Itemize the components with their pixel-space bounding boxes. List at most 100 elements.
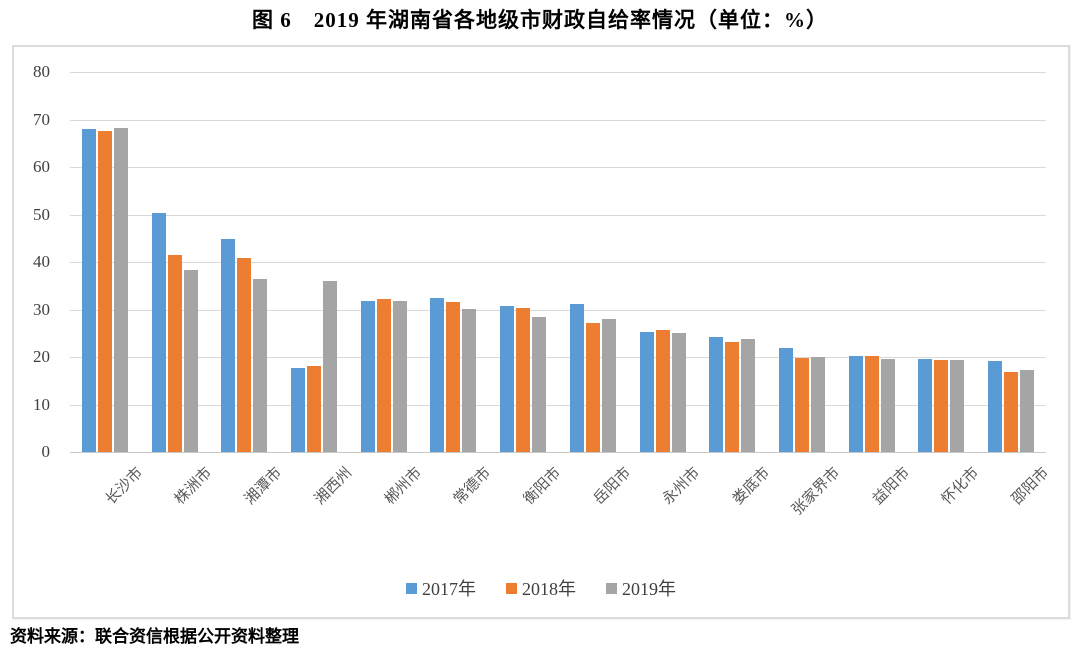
- bar: [655, 329, 670, 452]
- bar: [848, 356, 863, 452]
- bar: [569, 304, 584, 452]
- bar: [500, 306, 515, 452]
- bar: [601, 318, 616, 452]
- bar: [864, 356, 879, 452]
- bar: [253, 279, 268, 452]
- bar: [950, 360, 965, 452]
- bar: [880, 358, 895, 452]
- x-axis-category-label: 株洲市: [172, 464, 216, 508]
- x-axis-category-label: 益阳市: [869, 464, 913, 508]
- bar: [151, 213, 166, 452]
- y-axis-tick-label: 80: [33, 62, 50, 81]
- chart-frame: 2017年 2018年 2019年 0 10 20 30 40 50 60 70 80 长沙市 株洲市 湘…: [12, 45, 1070, 619]
- bar-group: [349, 72, 419, 452]
- bar: [237, 257, 252, 452]
- bar: [918, 358, 933, 452]
- bar: [306, 366, 321, 452]
- bar: [741, 338, 756, 452]
- x-axis-category-label: 衡阳市: [520, 464, 565, 508]
- x-axis-category-label: 娄底市: [730, 464, 774, 508]
- legend-item: 2018年: [506, 575, 576, 601]
- legend-swatch: [406, 582, 417, 594]
- x-axis-category-label: 湘西州: [311, 464, 355, 508]
- bar-group: [140, 72, 210, 452]
- bar: [376, 298, 391, 452]
- x-axis-category-label: 邵阳市: [1008, 464, 1053, 508]
- bar-group: [697, 72, 767, 452]
- bar: [794, 358, 809, 452]
- legend-item: 2019年: [606, 575, 676, 601]
- bar: [446, 301, 461, 452]
- legend-label: 2018年: [522, 579, 576, 599]
- y-axis-tick-label: 70: [33, 110, 50, 129]
- bar: [639, 331, 654, 452]
- bar: [1020, 369, 1035, 452]
- bar: [430, 297, 445, 452]
- legend-item: 2017年: [406, 575, 476, 601]
- source-note: 资料来源：联合资信根据公开资料整理: [10, 627, 299, 646]
- bar-group: [419, 72, 489, 452]
- bar: [113, 127, 128, 452]
- bar: [290, 367, 305, 452]
- bar: [81, 129, 96, 452]
- bar: [167, 255, 182, 452]
- gridline: [70, 215, 1046, 216]
- bar: [1004, 372, 1019, 452]
- gridline: [70, 310, 1046, 311]
- legend: 2017年 2018年 2019年: [14, 575, 1068, 601]
- bar-group: [279, 72, 349, 452]
- legend-swatch: [606, 582, 617, 594]
- y-axis-tick-label: 0: [41, 442, 51, 461]
- x-axis-category-label: 长沙市: [102, 464, 146, 508]
- bar: [585, 322, 600, 452]
- legend-label: 2017年: [422, 579, 476, 599]
- legend-swatch: [506, 582, 517, 594]
- y-axis-tick-label: 50: [33, 205, 50, 224]
- bar: [322, 280, 337, 452]
- x-axis-category-label: 怀化市: [939, 464, 983, 508]
- y-axis-tick-label: 40: [33, 252, 50, 271]
- x-axis-category-label: 张家界市: [789, 464, 843, 519]
- x-axis-category-label: 常德市: [451, 464, 495, 508]
- bar-group: [70, 72, 140, 452]
- bar: [810, 357, 825, 452]
- bar: [934, 359, 949, 452]
- gridline: [70, 167, 1046, 168]
- bar: [778, 348, 793, 452]
- x-axis-category-label: 岳阳市: [590, 464, 634, 508]
- gridline: [70, 357, 1046, 358]
- bar-group: [976, 72, 1046, 452]
- x-axis-category-label: 永州市: [660, 464, 704, 508]
- x-axis-line: [70, 452, 1046, 453]
- bar: [709, 336, 724, 452]
- bar-group: [209, 72, 279, 452]
- chart-title: 图 6 2019 年湖南省各地级市财政自给率情况（单位：%）: [252, 8, 828, 32]
- bar: [183, 269, 198, 452]
- bar: [97, 131, 112, 452]
- gridline: [70, 120, 1046, 121]
- legend-label: 2019年: [622, 579, 676, 599]
- gridline: [70, 405, 1046, 406]
- bar-group: [837, 72, 907, 452]
- gridline: [70, 262, 1046, 263]
- bar-group: [488, 72, 558, 452]
- bar: [516, 307, 531, 452]
- bar-group: [558, 72, 628, 452]
- bar: [221, 238, 236, 452]
- x-axis-category-label: 郴州市: [381, 464, 425, 508]
- bar: [988, 361, 1003, 452]
- bar: [671, 332, 686, 452]
- bar-group: [628, 72, 698, 452]
- y-axis-tick-label: 60: [33, 157, 50, 176]
- y-axis-tick-label: 20: [33, 347, 50, 366]
- bar-group: [767, 72, 837, 452]
- bar-group: [907, 72, 977, 452]
- bar: [360, 300, 375, 452]
- y-axis-tick-label: 10: [33, 395, 50, 414]
- bar: [532, 317, 547, 452]
- bar: [725, 341, 740, 452]
- gridline: [70, 72, 1046, 73]
- y-axis-tick-label: 30: [33, 300, 50, 319]
- bar: [462, 308, 477, 452]
